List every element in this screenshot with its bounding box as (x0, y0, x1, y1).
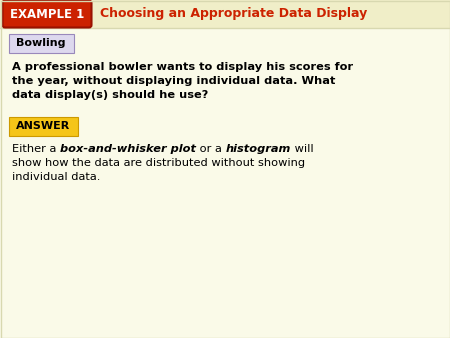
Text: show how the data are distributed without showing: show how the data are distributed withou… (12, 158, 305, 168)
Text: Choosing an Appropriate Data Display: Choosing an Appropriate Data Display (100, 7, 367, 21)
Text: individual data.: individual data. (12, 172, 100, 182)
Text: histogram: histogram (225, 144, 291, 154)
Text: ANSWER: ANSWER (16, 121, 70, 131)
Bar (0, 0, 450, 28)
FancyBboxPatch shape (9, 33, 73, 52)
Text: Either a: Either a (12, 144, 60, 154)
Text: EXAMPLE 1: EXAMPLE 1 (10, 7, 84, 21)
Text: A professional bowler wants to display his scores for: A professional bowler wants to display h… (12, 62, 353, 72)
Text: will: will (291, 144, 314, 154)
FancyBboxPatch shape (3, 0, 91, 27)
Text: data display(s) should he use?: data display(s) should he use? (12, 90, 208, 100)
Text: box-and-whisker plot: box-and-whisker plot (60, 144, 196, 154)
FancyBboxPatch shape (9, 117, 77, 136)
Text: or a: or a (196, 144, 225, 154)
Text: Bowling: Bowling (16, 38, 66, 48)
Text: the year, without displaying individual data. What: the year, without displaying individual … (12, 76, 335, 86)
